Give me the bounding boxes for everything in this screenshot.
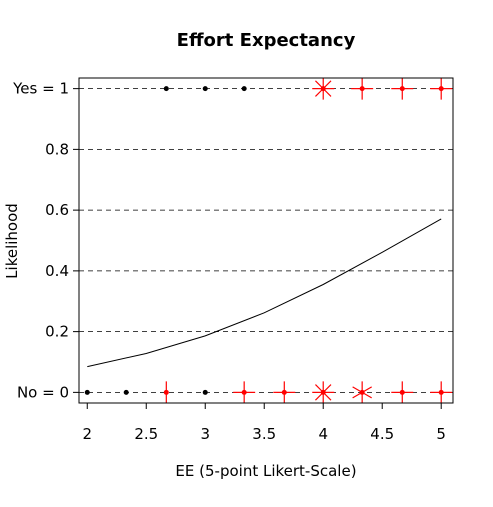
sunflower-petal <box>315 384 324 393</box>
sunflower-point <box>163 381 169 404</box>
y-tick-label: No = 0 <box>17 383 69 401</box>
sunflower-point <box>430 77 453 100</box>
sunflower-petal <box>361 386 372 393</box>
x-tick-label: 2.5 <box>134 425 158 443</box>
plot-frame <box>78 77 454 404</box>
y-tick-label: Yes = 1 <box>12 80 69 98</box>
sunflower-petal <box>322 88 332 97</box>
x-tick-label: 4.5 <box>370 425 394 443</box>
sunflower-petal <box>361 391 372 399</box>
x-tick-label: 4 <box>318 425 328 443</box>
sunflower-petal <box>352 391 363 399</box>
sunflower-petal <box>315 391 324 401</box>
x-tick-label: 3.5 <box>252 425 276 443</box>
sunflower-petal <box>315 88 324 97</box>
x-tick-label: 3 <box>200 425 210 443</box>
sunflower-point <box>312 381 335 404</box>
sunflower-petal <box>322 391 332 401</box>
y-axis-label: Likelihood <box>3 203 21 279</box>
data-point <box>241 86 247 92</box>
sunflower-point <box>233 381 256 404</box>
x-tick-label: 2 <box>82 425 92 443</box>
sunflower-point <box>273 381 296 404</box>
x-axis: 2 2.5 3 3.5 4 4.5 5 <box>82 403 446 443</box>
x-tick-label: 5 <box>436 425 446 443</box>
chart-title: Effort Expectancy <box>177 30 356 51</box>
grid-lines <box>79 88 453 393</box>
data-point <box>202 389 208 395</box>
y-tick-label: 0.6 <box>45 201 69 219</box>
y-axis: No = 0 0.2 0.4 0.6 0.8 Yes = 1 <box>12 80 79 401</box>
data-point <box>163 86 169 92</box>
sunflower-point <box>352 381 372 404</box>
fitted-curve <box>87 218 442 368</box>
sunflower-point <box>351 77 374 100</box>
data-point <box>202 86 208 92</box>
data-point <box>123 389 129 395</box>
y-tick-label: 0.8 <box>45 140 69 158</box>
sunflower-petal <box>352 386 363 393</box>
sunflower-point <box>391 381 414 404</box>
sunflower-petal <box>322 80 332 90</box>
sunflower-petal <box>322 384 332 393</box>
fitted-curve-layer <box>87 218 442 368</box>
sunflower-petal <box>315 80 324 90</box>
sunflower-point <box>430 381 453 404</box>
sunflower-point <box>312 77 335 100</box>
points-layer <box>84 77 453 404</box>
data-point <box>84 389 90 395</box>
sunflower-point <box>391 77 414 100</box>
x-axis-label: EE (5-point Likert-Scale) <box>175 462 356 480</box>
y-tick-label: 0.2 <box>45 323 69 341</box>
y-tick-label: 0.4 <box>45 262 69 280</box>
